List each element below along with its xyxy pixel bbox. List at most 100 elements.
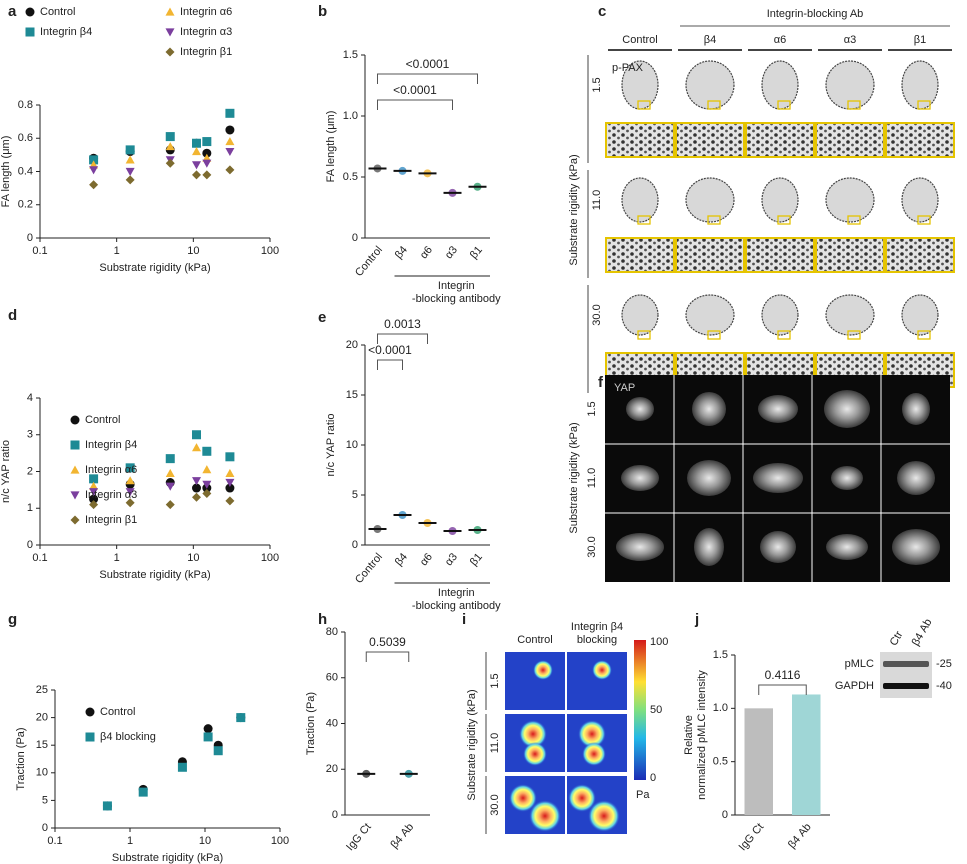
marker: [70, 415, 80, 425]
marker: [225, 147, 235, 157]
legend-label: Integrin α3: [180, 26, 232, 38]
panel-letter: j: [694, 611, 699, 628]
zoom-box: [777, 330, 791, 340]
marker: [89, 155, 99, 165]
x-tick-label: α6: [418, 551, 435, 568]
panel-letter: a: [8, 3, 17, 20]
marker: [165, 28, 175, 37]
x-tick-label: α3: [443, 551, 460, 568]
zoom-image: [675, 122, 745, 158]
yap-cell: [831, 466, 863, 490]
marker: [202, 148, 212, 158]
zoom-box: [917, 330, 931, 340]
marker: [165, 7, 175, 16]
group-label: -blocking antibody: [412, 293, 501, 305]
y-tick-label: 80: [326, 626, 338, 638]
x-tick-label: β4 Ab: [388, 821, 416, 851]
column-label: α3: [844, 34, 856, 46]
yap-cell: [626, 397, 654, 421]
colorbar-unit: Pa: [636, 789, 650, 801]
marker: [125, 463, 135, 473]
traction-blob: [529, 800, 561, 832]
stain-label: p-PAX: [612, 62, 644, 74]
zoom-box: [847, 330, 861, 340]
marker: [192, 430, 202, 440]
y-tick-label: 0: [42, 822, 48, 834]
cell-image: [901, 60, 939, 110]
lane-label: Ctr: [888, 629, 906, 648]
size-marker: -40: [936, 680, 952, 692]
x-tick-label: 100: [271, 835, 289, 847]
row-label: 1.5: [591, 77, 603, 92]
y-tick-label: 0.5: [343, 171, 358, 183]
marker: [102, 801, 112, 811]
y-tick-label: 0.6: [18, 132, 33, 144]
zoom-image: [675, 237, 745, 273]
marker: [89, 481, 99, 490]
column-label: blocking: [577, 634, 617, 646]
marker: [125, 175, 135, 185]
panel-letter: b: [318, 3, 327, 20]
x-tick-label: 100: [261, 552, 279, 564]
cell-image: [825, 177, 875, 223]
band-label: pMLC: [845, 658, 874, 670]
legend-label: Integrin α6: [85, 464, 137, 476]
y-tick-label: 1.5: [343, 49, 358, 61]
traction-blob: [523, 742, 547, 766]
row-label: 30.0: [489, 794, 501, 815]
x-tick-label: 10: [187, 552, 199, 564]
marker: [25, 27, 35, 37]
marker: [165, 158, 175, 168]
cell-image: [621, 60, 659, 110]
x-tick-label: Control: [353, 244, 385, 279]
marker: [225, 483, 235, 493]
x-tick-label: 10: [199, 835, 211, 847]
marker: [85, 732, 95, 742]
panel-letter: e: [318, 309, 326, 326]
y-tick-label: 0: [352, 232, 358, 244]
legend-label: Integrin β1: [85, 514, 137, 526]
x-tick-label: 0.1: [32, 245, 47, 257]
cell-image: [685, 177, 735, 223]
bar: [744, 708, 773, 815]
marker: [202, 446, 212, 456]
y-axis-label: n/c YAP ratio: [325, 414, 337, 477]
cell-image: [825, 294, 875, 336]
x-tick-label: IgG Ct: [737, 821, 767, 853]
zoom-box: [777, 100, 791, 110]
zoom-image: [745, 237, 815, 273]
y-tick-label: 15: [346, 389, 358, 401]
size-marker: -25: [936, 658, 952, 670]
p-value: 0.0013: [384, 317, 421, 331]
marker: [89, 488, 99, 497]
p-value: <0.0001: [368, 343, 412, 357]
zoom-image: [885, 122, 955, 158]
marker: [225, 478, 235, 488]
y-axis-label: n/c YAP ratio: [0, 440, 12, 503]
cell-image: [621, 294, 659, 336]
row-label: 1.5: [489, 673, 501, 688]
band-label: GAPDH: [835, 680, 874, 692]
yap-cell: [687, 460, 731, 496]
y-tick-label: 1.5: [713, 649, 728, 661]
cell-image: [901, 294, 939, 336]
traction-blob: [582, 742, 606, 766]
marker: [203, 724, 213, 734]
legend-label: Integrin β4: [85, 439, 137, 451]
zoom-box: [707, 215, 721, 225]
y-tick-label: 1: [27, 502, 33, 514]
zoom-box: [637, 100, 651, 110]
column-label: Control: [517, 634, 552, 646]
y-tick-label: 15: [36, 739, 48, 751]
yap-cell: [692, 392, 726, 426]
yap-cell: [753, 463, 803, 493]
x-tick-label: β1: [468, 244, 485, 261]
y-tick-label: 5: [42, 794, 48, 806]
zoom-image: [605, 122, 675, 158]
legend-label: β4 blocking: [100, 731, 156, 743]
zoom-image: [815, 122, 885, 158]
y-tick-label: 40: [326, 717, 338, 729]
y-axis-label: FA length (μm): [325, 111, 337, 183]
zoom-image: [745, 122, 815, 158]
x-tick-label: 10: [187, 245, 199, 257]
